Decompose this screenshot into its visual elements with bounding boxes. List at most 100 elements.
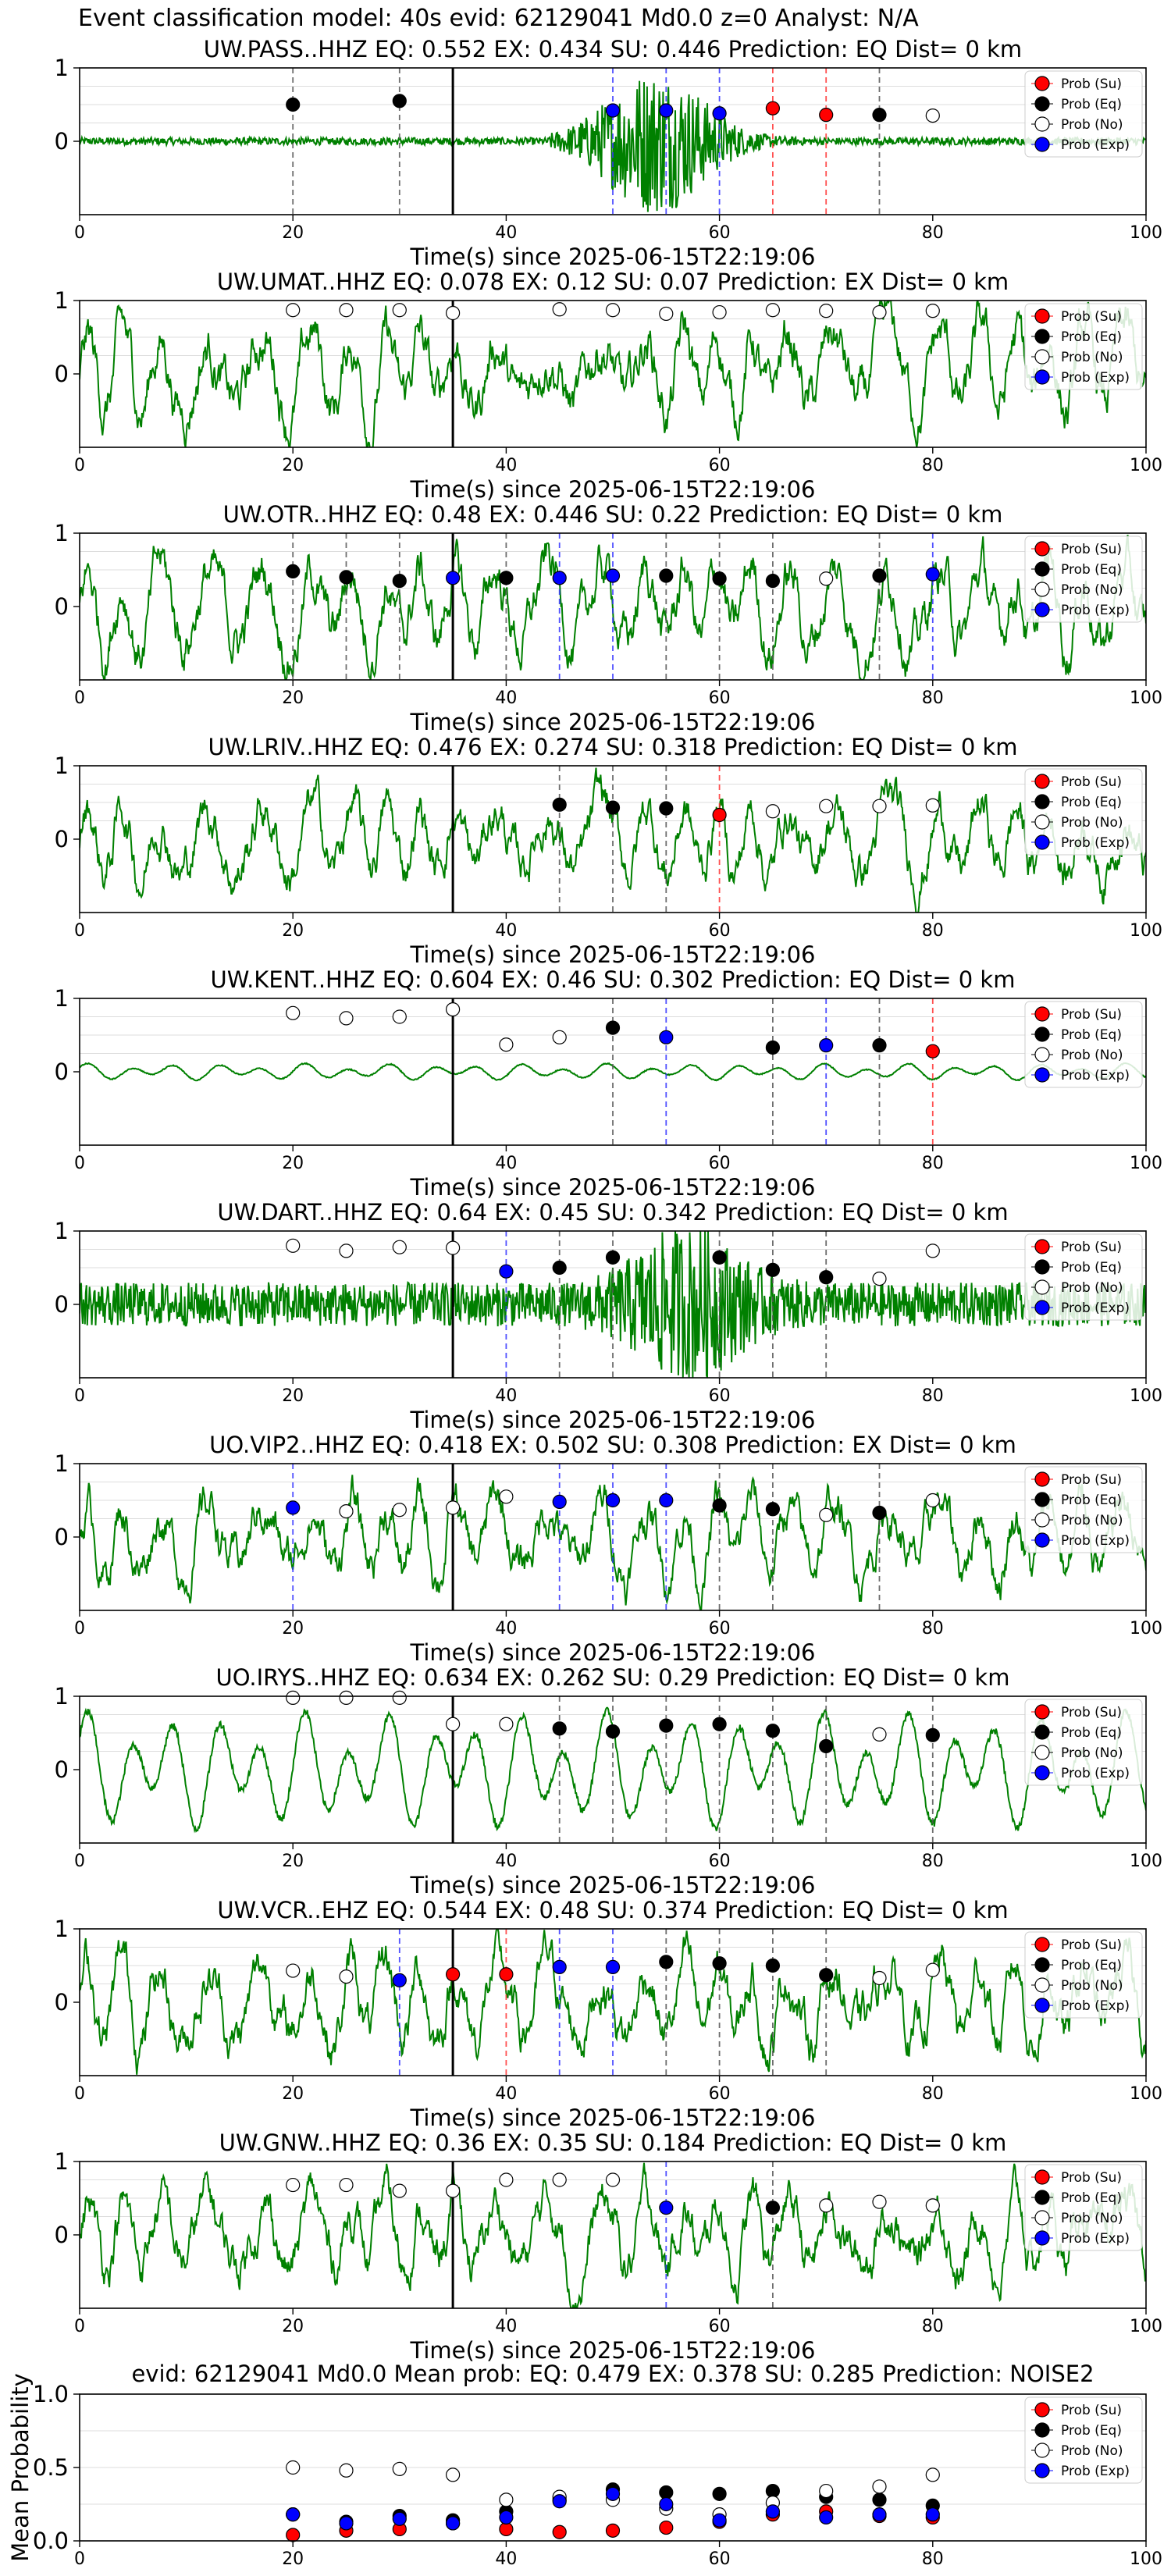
x-tick-label: 40 [495,456,517,475]
prob-point-no [552,302,567,317]
legend-box [1024,1466,1143,1553]
legend-label-eq: Prob (Eq) [1061,97,1122,112]
legend-box [1024,1001,1143,1088]
prob-point-no [712,304,727,320]
prob-point-su [445,1967,461,1982]
mean-point-exp [712,2513,727,2528]
legend-label-eq: Prob (Eq) [1061,329,1122,345]
prob-point-exp [552,1959,567,1974]
mean-point-no [872,2479,887,2494]
x-tick-label: 60 [709,2317,731,2336]
prob-point-eq [712,1717,727,1731]
prob-point-eq [765,573,781,589]
mean-point-no [286,2460,301,2475]
prob-point-eq [765,2201,781,2215]
prob-point-exp [819,1038,834,1053]
station-panel: UW.OTR..HHZ EQ: 0.48 EX: 0.446 SU: 0.22 … [55,501,1162,735]
prob-point-eq [712,571,727,586]
mean-point-no [499,2492,514,2507]
legend-label-exp: Prob (Exp) [1061,1300,1130,1316]
prob-point-no [286,1005,301,1020]
prob-point-no [392,2183,407,2198]
prob-point-eq [819,1738,834,1754]
legend-marker-eq [1034,329,1050,344]
y-axis-label: Mean Probability [7,2373,34,2562]
legend-marker-no [1034,116,1050,132]
x-tick-label: 60 [709,2084,731,2104]
panel-title: UW.DART..HHZ EQ: 0.64 EX: 0.45 SU: 0.342… [217,1199,1008,1226]
mean-point-no [392,2461,407,2476]
x-axis-label: Time(s) since 2025-06-15T22:19:06 [410,244,816,270]
x-tick-label: 40 [495,223,517,243]
legend-box [1024,768,1143,856]
station-panel: UO.IRYS..HHZ EQ: 0.634 EX: 0.262 SU: 0.2… [55,1664,1162,1898]
mean-point-exp [872,2507,887,2522]
y-tick-label: 0 [55,1524,69,1550]
x-tick-label: 80 [922,2084,944,2104]
prob-point-no [659,306,674,322]
legend-box [1024,303,1143,390]
legend-marker-exp [1034,1532,1050,1548]
x-tick-label: 80 [922,1154,944,1173]
legend-label-no: Prob (No) [1061,2443,1123,2459]
panel-title: UW.VCR..EHZ EQ: 0.544 EX: 0.48 SU: 0.374… [217,1897,1008,1923]
x-tick-label: 40 [495,688,517,708]
x-tick-label: 100 [1130,2084,1162,2104]
mean-point-eq [872,2492,887,2507]
legend-label-exp: Prob (Exp) [1061,370,1130,386]
prob-point-exp [605,103,621,118]
x-tick-label: 40 [495,1386,517,1406]
prob-point-eq [286,564,301,578]
legend-marker-no [1034,1512,1050,1528]
mean-point-exp [552,2494,567,2509]
legend-label-eq: Prob (Eq) [1061,2423,1122,2439]
prob-point-no [819,2198,834,2213]
prob-point-eq [605,1250,621,1265]
legend-marker-exp [1034,1765,1050,1781]
legend-label-exp: Prob (Exp) [1061,1068,1130,1083]
mean-point-eq [712,2486,727,2501]
prob-point-no [286,2177,301,2193]
station-panel: UW.LRIV..HHZ EQ: 0.476 EX: 0.274 SU: 0.3… [55,734,1162,968]
x-tick-label: 100 [1130,2317,1162,2336]
prob-point-su [819,108,834,123]
prob-point-no [445,1002,461,1017]
prob-point-no [925,1244,940,1258]
legend-label-su: Prob (Su) [1061,2403,1122,2418]
legend-marker-no [1034,1977,1050,1993]
y-tick-label: 1.0 [33,2381,69,2407]
legend-marker-exp [1034,602,1050,617]
x-tick-label: 80 [922,688,944,708]
y-tick-label: 1 [55,753,69,779]
legend-label-no: Prob (No) [1061,1978,1123,1994]
legend-marker-su [1034,774,1050,789]
x-tick-label: 0 [74,1154,85,1173]
prob-point-exp [445,571,461,585]
prob-point-no [392,1690,407,1705]
prob-point-no [286,1690,301,1705]
legend-label-su: Prob (Su) [1061,2170,1122,2186]
prob-point-no [872,2194,887,2209]
legend-label-no: Prob (No) [1061,1048,1123,1063]
panel-title: UW.KENT..HHZ EQ: 0.604 EX: 0.46 SU: 0.30… [211,966,1016,993]
legend-label-no: Prob (No) [1061,815,1123,831]
legend-marker-eq [1034,1957,1050,1973]
prob-point-no [392,1009,407,1024]
legend-label-exp: Prob (Exp) [1061,603,1130,618]
prob-point-eq [659,1718,674,1733]
legend-marker-no [1034,1047,1050,1062]
x-axis-label: Time(s) since 2025-06-15T22:19:06 [410,1174,816,1201]
prob-point-eq [392,94,407,109]
legend-box [1024,70,1143,158]
prob-point-no [445,1240,461,1255]
legend-marker-exp [1034,137,1050,152]
mean-point-exp [819,2510,834,2525]
legend-marker-no [1034,1745,1050,1760]
prob-point-exp [659,2201,674,2215]
x-tick-label: 40 [495,1852,517,1871]
legend-marker-eq [1034,1724,1050,1740]
y-tick-label: 1 [55,1916,69,1942]
prob-point-eq [712,1250,727,1265]
prob-point-su [499,1967,514,1982]
